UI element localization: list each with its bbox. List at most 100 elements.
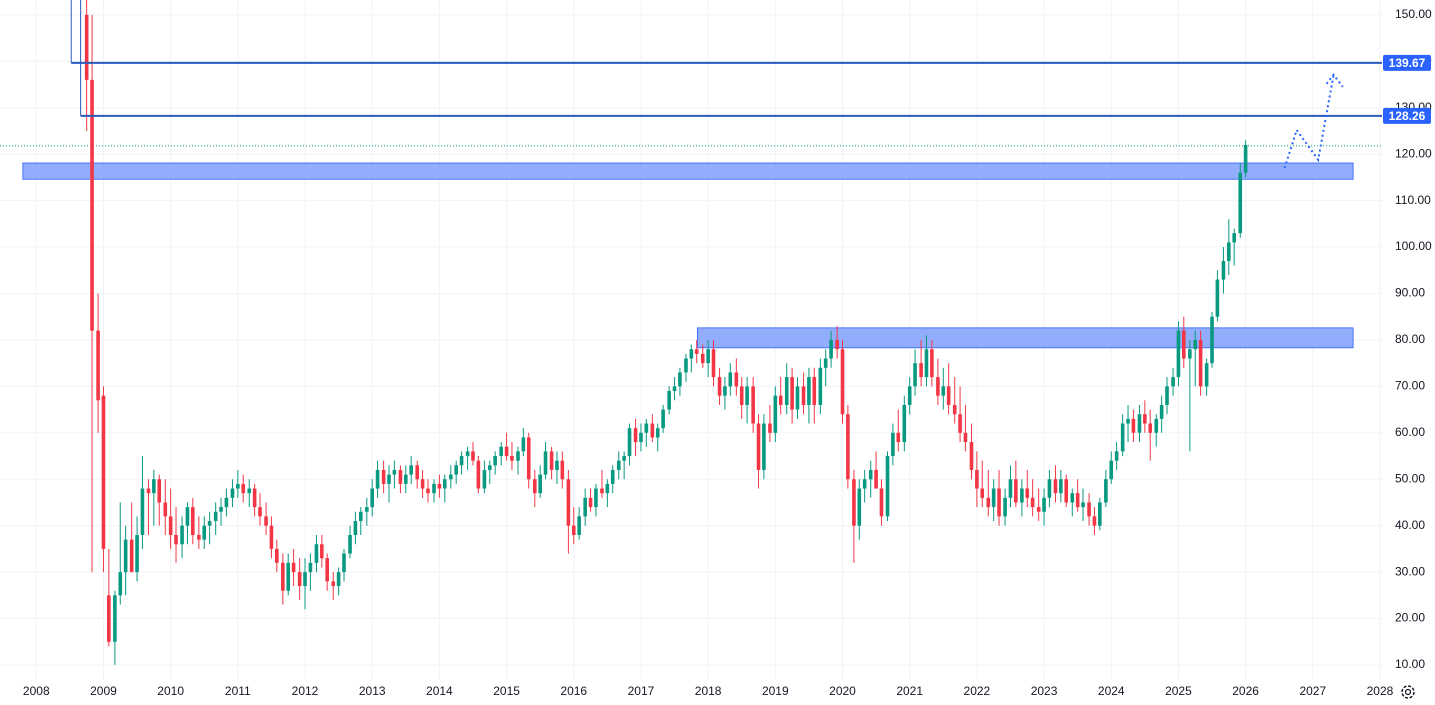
y-tick-label: 80.00 (1395, 332, 1425, 346)
candle-body (247, 488, 252, 494)
candle-body (281, 562, 285, 591)
candle-body (403, 474, 408, 484)
candle-body (532, 479, 537, 494)
candle-body (857, 488, 862, 526)
candle-body (219, 507, 223, 512)
candle-body (1176, 330, 1181, 378)
candle-body (291, 562, 296, 573)
candle-body (1036, 507, 1041, 512)
candle-body (358, 511, 363, 522)
candle-body (123, 539, 128, 573)
candle-body (297, 572, 302, 587)
x-tick-label: 2025 (1165, 684, 1192, 698)
candle-body (1030, 497, 1035, 508)
candle-body (1188, 349, 1192, 359)
candle-body (986, 497, 991, 508)
candle-body (1198, 339, 1203, 387)
candle-body (706, 349, 710, 364)
y-tick-label: 100.00 (1395, 239, 1432, 253)
candle-body (891, 432, 895, 457)
candle-body (230, 488, 235, 498)
x-tick-label: 2009 (90, 684, 117, 698)
y-tick-label: 120.00 (1395, 146, 1432, 160)
candle-body (958, 414, 962, 433)
candle-body (465, 451, 470, 457)
candle-body (314, 544, 319, 563)
candle-body (325, 558, 329, 582)
x-tick-label: 2026 (1232, 684, 1259, 698)
candle-body (538, 474, 542, 494)
candle-body (756, 423, 761, 470)
x-tick-label: 2010 (157, 684, 184, 698)
candle-body (202, 525, 207, 540)
price-label-box (1383, 54, 1431, 71)
candle-body (1003, 497, 1007, 517)
candle-body (1143, 414, 1147, 424)
candle-body (432, 483, 436, 494)
candle-body (471, 451, 475, 461)
candle-body (600, 488, 604, 494)
settings-icon[interactable] (1401, 685, 1415, 699)
candle-body (739, 386, 744, 405)
candle-body (331, 581, 336, 587)
candle-body (930, 349, 934, 378)
axes: 10.00 20.00 30.00 40.00 50.00 60.00 70.00 80.00… (1383, 7, 1432, 671)
candle-body (516, 451, 520, 461)
candle-body (286, 562, 291, 591)
candle-body (1092, 516, 1097, 526)
candle-body (213, 511, 218, 522)
candle-body (1008, 479, 1013, 498)
candle-body (387, 474, 391, 484)
candle-body (1114, 451, 1119, 461)
candle-body (482, 469, 487, 489)
candle-body (1014, 479, 1018, 503)
candle-body (560, 460, 565, 480)
candle-body (1193, 339, 1198, 350)
candle-body (807, 377, 811, 405)
candle-body (129, 539, 134, 573)
candle-body (773, 395, 778, 433)
candle-body (577, 516, 581, 535)
price-label-box (1383, 107, 1431, 124)
candle-body (101, 395, 106, 549)
candle-body (1227, 242, 1231, 261)
candle-body (365, 507, 369, 512)
candle-body (969, 442, 974, 470)
candle-body (140, 488, 145, 535)
candle-body (107, 595, 111, 642)
x-tick-label: 2011 (225, 684, 251, 698)
candle-body (689, 349, 694, 359)
candle-body (252, 488, 257, 508)
candle-body (526, 437, 531, 480)
candle-body (924, 349, 929, 378)
candle-body (650, 423, 655, 438)
candle-body (224, 497, 229, 508)
candle-body (622, 456, 626, 461)
y-tick-label: 10.00 (1395, 657, 1425, 671)
candle-body (241, 483, 246, 494)
candle-body (1047, 479, 1052, 498)
candle-body (1064, 479, 1069, 503)
candle-body (1120, 423, 1125, 452)
candle-body (1025, 488, 1030, 498)
candle-body (152, 479, 156, 494)
y-tick-label: 30.00 (1395, 564, 1425, 578)
candle-body (633, 428, 638, 443)
x-tick-label: 2017 (628, 684, 655, 698)
candle-body (381, 469, 386, 484)
candle-body (1126, 418, 1130, 424)
candle-body (818, 367, 823, 405)
candle-body (711, 349, 716, 378)
candle-body (157, 479, 162, 503)
candle-body (1238, 172, 1243, 234)
candle-body (963, 432, 968, 443)
candle-body (543, 451, 548, 475)
y-tick-label: 90.00 (1395, 286, 1425, 300)
candle-body (90, 79, 94, 331)
candle-body (874, 469, 878, 489)
candle-body (308, 562, 313, 573)
candle-body (499, 446, 504, 457)
candle-body (885, 456, 890, 517)
candle-body (437, 483, 442, 489)
price-label: 139.67 (1389, 56, 1426, 70)
